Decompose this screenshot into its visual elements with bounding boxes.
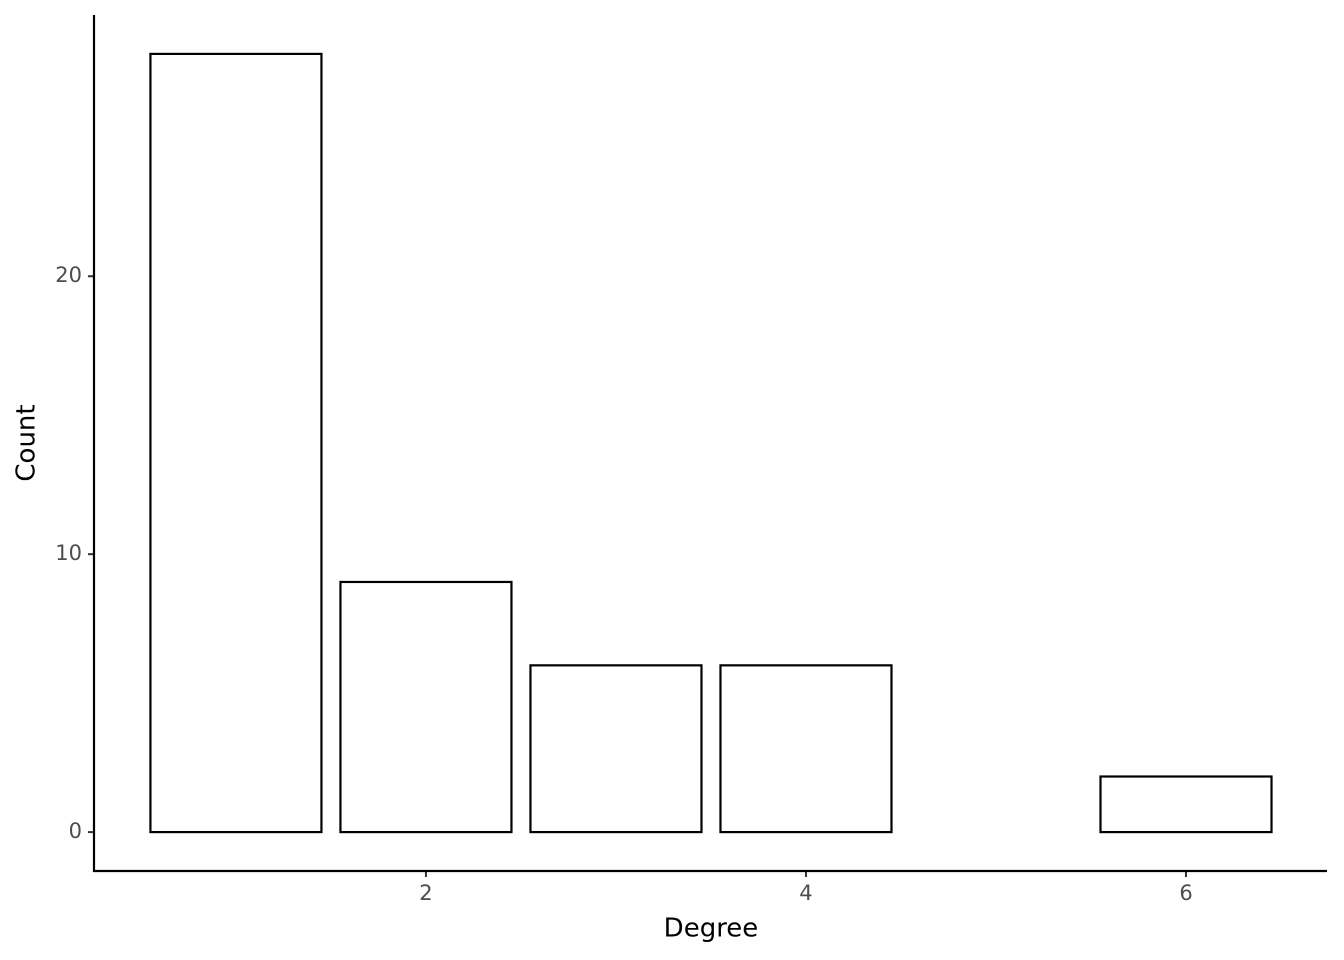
y-tick-label: 0 [69,819,82,843]
y-tick-label: 20 [55,263,82,287]
bar [719,664,893,834]
bar [529,664,703,834]
x-tick-label: 2 [419,881,432,905]
x-tick-label: 4 [799,881,812,905]
bar [149,52,323,834]
bar [1099,775,1273,834]
x-tick-label: 6 [1179,881,1192,905]
y-tick-label: 10 [55,541,82,565]
bar [339,580,513,834]
x-axis-title: Degree [664,914,759,944]
y-axis-title: Count [12,404,42,481]
